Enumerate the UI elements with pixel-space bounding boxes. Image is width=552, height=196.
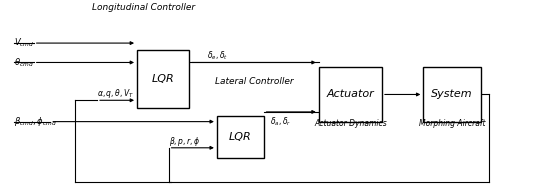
Text: $\alpha,q,\theta,V_T$: $\alpha,q,\theta,V_T$ xyxy=(97,87,134,100)
Text: LQR: LQR xyxy=(152,74,174,84)
Text: $\delta_a,\delta_r$: $\delta_a,\delta_r$ xyxy=(270,116,292,128)
Text: $V_{cmd}$: $V_{cmd}$ xyxy=(14,37,35,49)
Text: $\beta_{cmd},\phi_{cmd}$: $\beta_{cmd},\phi_{cmd}$ xyxy=(14,115,57,128)
Bar xyxy=(319,67,382,122)
Bar xyxy=(137,50,189,108)
Text: System: System xyxy=(431,89,473,100)
Text: $\beta,p,r,\phi$: $\beta,p,r,\phi$ xyxy=(168,135,200,148)
Text: Longitudinal Controller: Longitudinal Controller xyxy=(92,3,195,12)
Text: $\theta_{cmd}$: $\theta_{cmd}$ xyxy=(14,56,34,69)
Text: $\delta_e,\delta_t$: $\delta_e,\delta_t$ xyxy=(207,50,228,63)
Text: Actuator: Actuator xyxy=(326,89,374,100)
Text: Lateral Controller: Lateral Controller xyxy=(215,77,293,86)
Bar xyxy=(423,67,481,122)
Text: Morphing Aircraft: Morphing Aircraft xyxy=(419,119,485,128)
Text: Actuator Dynamics: Actuator Dynamics xyxy=(314,119,387,128)
Bar xyxy=(217,116,264,158)
Text: LQR: LQR xyxy=(229,132,252,142)
